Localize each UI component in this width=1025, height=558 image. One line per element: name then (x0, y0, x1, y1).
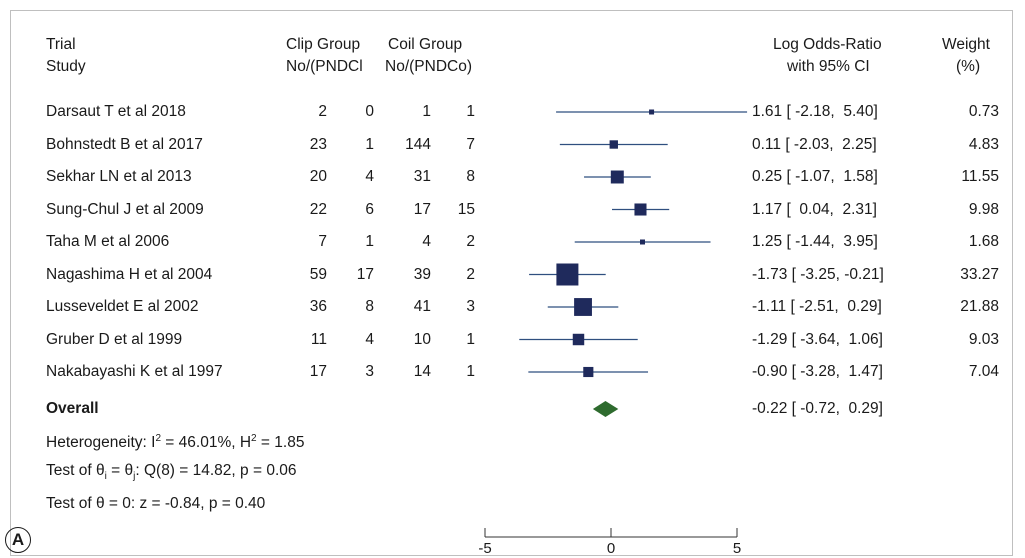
coil-pnd: 1 (466, 363, 475, 380)
header-clip-subtitle: No/(PNDCl (286, 58, 363, 75)
clip-pnd: 0 (365, 103, 374, 120)
coil-pnd: 8 (466, 168, 475, 185)
coil-no: 144 (405, 135, 431, 153)
clip-no: 7 (318, 233, 327, 250)
clip-pnd: 17 (356, 265, 374, 283)
point-estimate-marker (640, 239, 645, 245)
ci-text: -1.73 [ -3.25, -0.21] (752, 265, 884, 283)
point-estimate-marker (572, 333, 585, 346)
coil-no: 1 (422, 103, 431, 120)
weight-text: 9.03 (968, 330, 999, 348)
clip-pnd: 6 (365, 200, 374, 218)
study-name: Darsaut T et al 2018 (46, 103, 186, 120)
ci-text: 1.61 [ -2.18, 5.40] (752, 103, 878, 120)
point-estimate-marker (610, 170, 624, 184)
header-study: Study (46, 58, 86, 75)
coil-no: 14 (413, 363, 431, 380)
point-estimate-marker (649, 109, 655, 115)
weight-text: 33.27 (960, 265, 999, 283)
coil-pnd: 7 (466, 135, 475, 153)
clip-pnd: 1 (365, 233, 374, 250)
weight-text: 1.68 (968, 233, 999, 250)
weight-text: 11.55 (961, 168, 999, 185)
header-ci: with 95% CI (787, 58, 870, 75)
ci-text: 0.11 [ -2.03, 2.25] (752, 135, 877, 153)
overall-ci-text: -0.22 [ -0.72, 0.29] (752, 400, 883, 417)
ci-text: 0.25 [ -1.07, 1.58] (752, 168, 878, 185)
ci-text: -0.90 [ -3.28, 1.47] (752, 363, 883, 380)
overall-diamond (592, 401, 619, 417)
point-estimate-marker (556, 263, 579, 286)
header-weight-pct: (%) (956, 58, 981, 75)
figure-frame (10, 10, 1013, 556)
coil-no: 31 (413, 168, 431, 185)
clip-no: 36 (309, 298, 327, 315)
clip-pnd: 3 (365, 363, 374, 380)
coil-pnd: 3 (466, 298, 475, 315)
clip-no: 17 (309, 363, 327, 380)
overall-label: Overall (46, 400, 99, 417)
header-clip-group: Clip Group (286, 36, 361, 53)
point-estimate-marker (574, 298, 592, 316)
weight-text: 21.88 (960, 298, 999, 315)
coil-no: 10 (413, 330, 431, 348)
coil-no: 41 (413, 298, 431, 315)
ci-text: 1.17 [ 0.04, 2.31] (752, 200, 877, 218)
coil-pnd: 1 (466, 330, 475, 348)
point-estimate-marker (634, 203, 647, 216)
clip-pnd: 4 (365, 168, 374, 185)
clip-no: 23 (309, 135, 327, 153)
header-weight: Weight (942, 36, 990, 53)
ci-text: -1.11 [ -2.51, 0.29] (752, 298, 882, 315)
x-tick-label: -5 (478, 540, 491, 557)
header-log-odds: Log Odds-Ratio (773, 36, 882, 53)
header-trial: Trial (46, 36, 76, 53)
study-name: Gruber D et al 1999 (46, 330, 183, 348)
study-name: Nagashima H et al 2004 (46, 265, 213, 283)
header-coil-subtitle: No/(PNDCo) (385, 58, 472, 75)
point-estimate-marker (609, 140, 618, 149)
study-name: Bohnstedt B et al 2017 (46, 135, 203, 153)
z-test-stat: Test of θ = 0: z = -0.84, p = 0.40 (46, 495, 266, 512)
q-test-stat: Test of θi = θj: Q(8) = 14.82, p = 0.06 (46, 462, 297, 483)
clip-no: 59 (309, 265, 327, 283)
ci-text: -1.29 [ -3.64, 1.06] (752, 330, 883, 348)
clip-pnd: 4 (365, 330, 374, 348)
header-coil-group: Coil Group (388, 36, 463, 53)
study-name: Sekhar LN et al 2013 (46, 168, 192, 185)
weight-text: 0.73 (968, 103, 999, 120)
clip-no: 22 (309, 200, 327, 218)
clip-no: 11 (310, 330, 327, 348)
coil-no: 17 (413, 200, 431, 218)
point-estimate-marker (583, 366, 594, 378)
coil-no: 39 (413, 265, 431, 283)
weight-text: 4.83 (968, 135, 999, 153)
clip-no: 20 (309, 168, 327, 185)
x-tick-label: 0 (607, 540, 615, 557)
study-name: Taha M et al 2006 (46, 233, 170, 250)
coil-pnd: 2 (466, 233, 475, 250)
clip-no: 2 (318, 103, 327, 120)
weight-text: 7.04 (968, 363, 999, 380)
ci-text: 1.25 [ -1.44, 3.95] (752, 233, 878, 250)
panel-label: A (5, 527, 31, 553)
clip-pnd: 8 (365, 298, 374, 315)
coil-pnd: 15 (457, 200, 475, 218)
x-tick-label: 5 (733, 540, 741, 557)
coil-pnd: 2 (466, 265, 475, 283)
clip-pnd: 1 (365, 135, 374, 153)
weight-text: 9.98 (968, 200, 999, 218)
coil-no: 4 (422, 233, 431, 250)
coil-pnd: 1 (466, 103, 475, 120)
study-name: Nakabayashi K et al 1997 (46, 363, 223, 380)
study-name: Lusseveldet E al 2002 (46, 298, 199, 315)
study-name: Sung-Chul J et al 2009 (46, 200, 204, 218)
heterogeneity-stat: Heterogeneity: I2 = 46.01%, H2 = 1.85 (46, 433, 305, 452)
